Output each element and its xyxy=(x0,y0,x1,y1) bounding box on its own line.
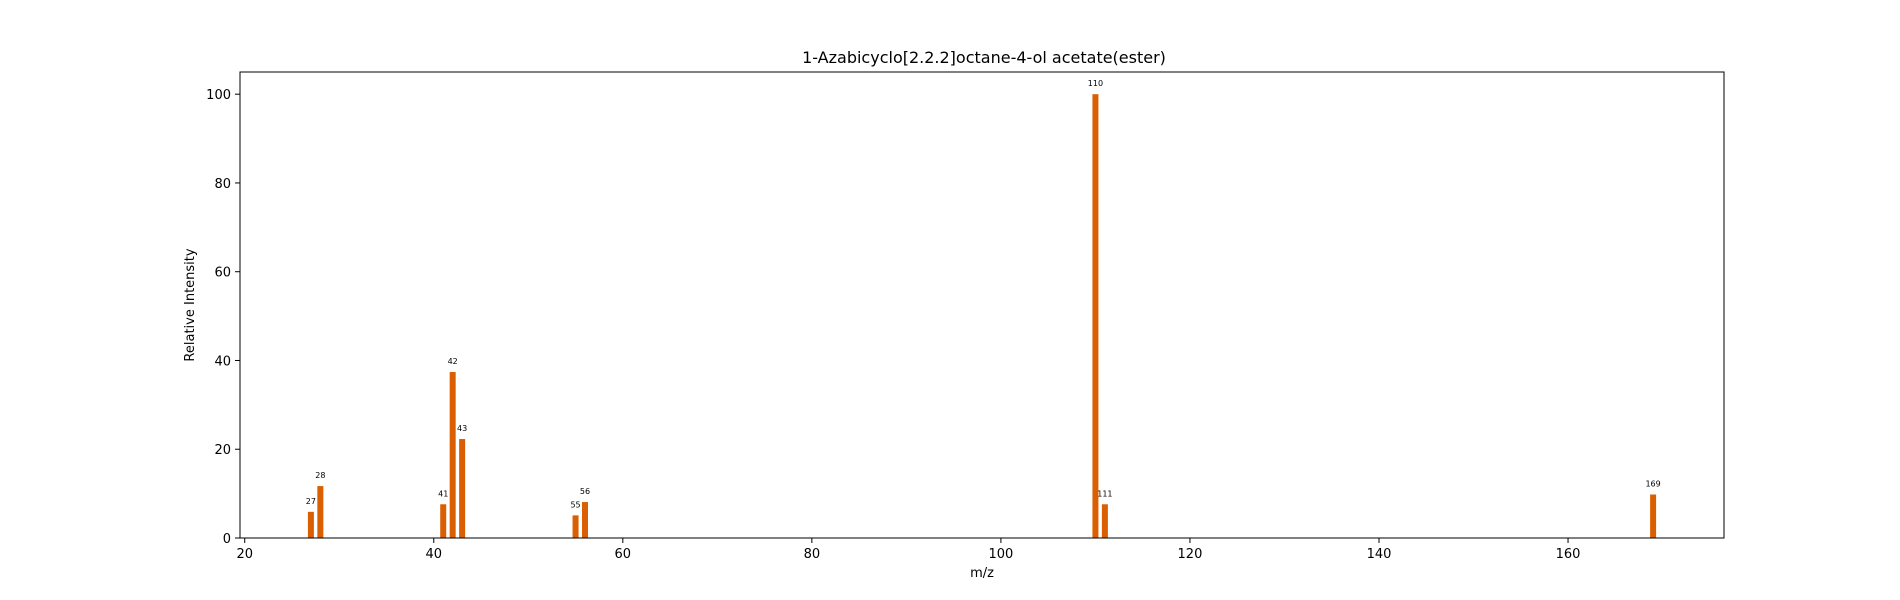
plot-frame xyxy=(239,71,1725,539)
y-axis-label: Relative Intensity xyxy=(183,248,198,361)
y-tick-label: 80 xyxy=(214,177,231,192)
y-tick-label: 100 xyxy=(206,88,231,103)
peak-label-43: 43 xyxy=(457,424,467,433)
x-tick-label: 60 xyxy=(615,547,632,562)
x-axis: 20 40 60 80 100 120 140 160 xyxy=(236,538,1580,562)
peak-bar-42 xyxy=(449,372,456,538)
peak-label-42: 42 xyxy=(448,357,458,366)
y-tick-label: 60 xyxy=(214,266,231,281)
x-tick-label: 160 xyxy=(1556,547,1581,562)
x-tick-label: 40 xyxy=(425,547,442,562)
x-tick-label: 100 xyxy=(988,547,1013,562)
peak-bar-43 xyxy=(459,439,466,538)
peak-label-56: 56 xyxy=(580,487,590,496)
peak-bar-56 xyxy=(582,502,589,538)
peak-bar-111 xyxy=(1101,504,1108,538)
x-tick-label: 20 xyxy=(236,547,253,562)
y-tick-label: 20 xyxy=(214,443,231,458)
y-tick-label: 40 xyxy=(214,354,231,369)
peak-label-110: 110 xyxy=(1088,79,1103,88)
peak-bar-41 xyxy=(440,504,447,538)
peak-bar-55 xyxy=(572,515,579,538)
bars-group xyxy=(307,94,1657,538)
peak-label-41: 41 xyxy=(438,489,448,498)
x-tick-label: 80 xyxy=(804,547,821,562)
peak-label-27: 27 xyxy=(306,497,316,506)
x-tick-label: 140 xyxy=(1367,547,1392,562)
x-tick-label: 120 xyxy=(1178,547,1203,562)
chart-title: 1-Azabicyclo[2.2.2]octane-4-ol acetate(e… xyxy=(802,48,1166,67)
peak-label-28: 28 xyxy=(315,471,325,480)
peak-label-55: 55 xyxy=(570,500,580,509)
x-axis-label: m/z xyxy=(970,566,994,581)
peak-bar-28 xyxy=(317,486,324,538)
peak-label-111: 111 xyxy=(1097,489,1112,498)
peak-bar-27 xyxy=(307,511,314,538)
peak-label-169: 169 xyxy=(1645,480,1660,489)
peak-bar-110 xyxy=(1092,94,1099,538)
peak-bar-169 xyxy=(1650,494,1657,538)
y-axis: 0 20 40 60 80 100 xyxy=(206,88,240,547)
y-tick-label: 0 xyxy=(223,532,231,547)
